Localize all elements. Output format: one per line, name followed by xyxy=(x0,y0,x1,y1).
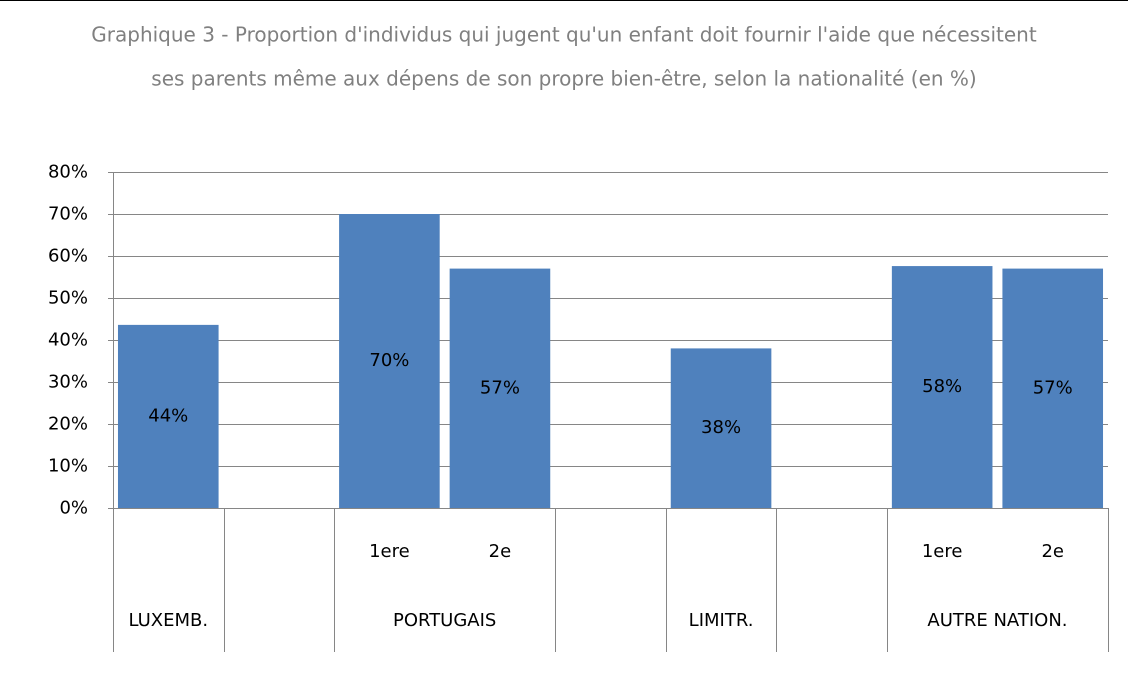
y-tick-label: 70% xyxy=(48,204,88,225)
group-label: LUXEMB. xyxy=(128,610,208,631)
group-label: PORTUGAIS xyxy=(393,610,496,631)
y-tick-label: 40% xyxy=(48,330,88,351)
bar xyxy=(117,324,219,508)
x-tick-label: 2e xyxy=(489,541,512,562)
value-label: 70% xyxy=(369,350,409,371)
x-tick-label: 2e xyxy=(1041,541,1064,562)
bar xyxy=(670,348,772,508)
value-label: 38% xyxy=(701,417,741,438)
y-tick-label: 30% xyxy=(48,372,88,393)
value-label: 44% xyxy=(148,405,188,426)
x-tick-label: 1ere xyxy=(922,541,963,562)
y-tick-label: 60% xyxy=(48,246,88,267)
y-tick-label: 80% xyxy=(48,162,88,183)
bar xyxy=(1002,268,1104,508)
y-tick-label: 50% xyxy=(48,288,88,309)
value-label: 58% xyxy=(922,376,962,397)
value-label: 57% xyxy=(480,377,520,398)
bar xyxy=(891,266,993,508)
x-tick-label: 1ere xyxy=(369,541,410,562)
y-tick-label: 10% xyxy=(48,456,88,477)
y-tick-label: 20% xyxy=(48,414,88,435)
chart-title: Graphique 3 - Proportion d'individus qui… xyxy=(91,23,1037,47)
bar xyxy=(339,214,440,508)
chart-title: ses parents même aux dépens de son propr… xyxy=(151,67,976,91)
group-label: AUTRE NATION. xyxy=(927,610,1067,631)
y-tick-label: 0% xyxy=(59,498,88,519)
group-label: LIMITR. xyxy=(689,610,754,631)
bar xyxy=(449,268,551,508)
value-label: 57% xyxy=(1033,377,1073,398)
